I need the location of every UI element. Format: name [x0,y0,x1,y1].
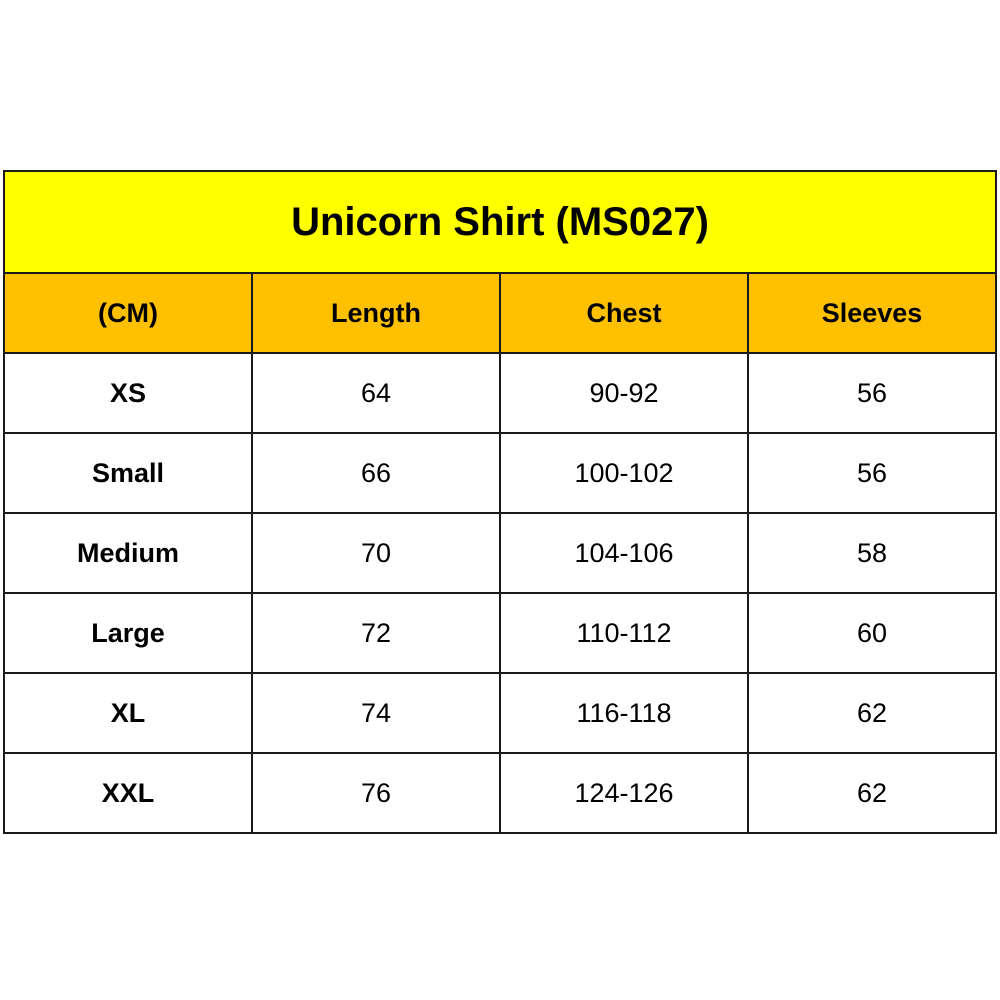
measurement-cell: 64 [251,352,501,434]
measurement-cell: 100-102 [499,432,749,514]
size-chart-table: Unicorn Shirt (MS027) (CM) Length Chest Sle… [3,170,997,834]
size-label: XS [3,352,253,434]
measurement-cell: 60 [747,592,997,674]
table-row: Small 66 100-102 56 [3,432,997,514]
table-row: XL 74 116-118 62 [3,672,997,754]
measurement-cell: 104-106 [499,512,749,594]
measurement-cell: 76 [251,752,501,834]
measurement-cell: 56 [747,352,997,434]
table-row: Medium 70 104-106 58 [3,512,997,594]
measurement-cell: 116-118 [499,672,749,754]
column-header: Sleeves [747,272,997,354]
measurement-cell: 124-126 [499,752,749,834]
measurement-cell: 62 [747,672,997,754]
measurement-cell: 58 [747,512,997,594]
measurement-cell: 90-92 [499,352,749,434]
table-row: XXL 76 124-126 62 [3,752,997,834]
column-header: (CM) [3,272,253,354]
measurement-cell: 72 [251,592,501,674]
header-row: (CM) Length Chest Sleeves [3,272,997,354]
size-label: XXL [3,752,253,834]
measurement-cell: 74 [251,672,501,754]
column-header: Length [251,272,501,354]
size-label: XL [3,672,253,754]
measurement-cell: 110-112 [499,592,749,674]
table-row: XS 64 90-92 56 [3,352,997,434]
column-header: Chest [499,272,749,354]
measurement-cell: 62 [747,752,997,834]
table-title: Unicorn Shirt (MS027) [3,170,997,274]
title-row: Unicorn Shirt (MS027) [3,170,997,274]
size-label: Medium [3,512,253,594]
table-row: Large 72 110-112 60 [3,592,997,674]
measurement-cell: 56 [747,432,997,514]
measurement-cell: 66 [251,432,501,514]
measurement-cell: 70 [251,512,501,594]
size-label: Large [3,592,253,674]
size-label: Small [3,432,253,514]
